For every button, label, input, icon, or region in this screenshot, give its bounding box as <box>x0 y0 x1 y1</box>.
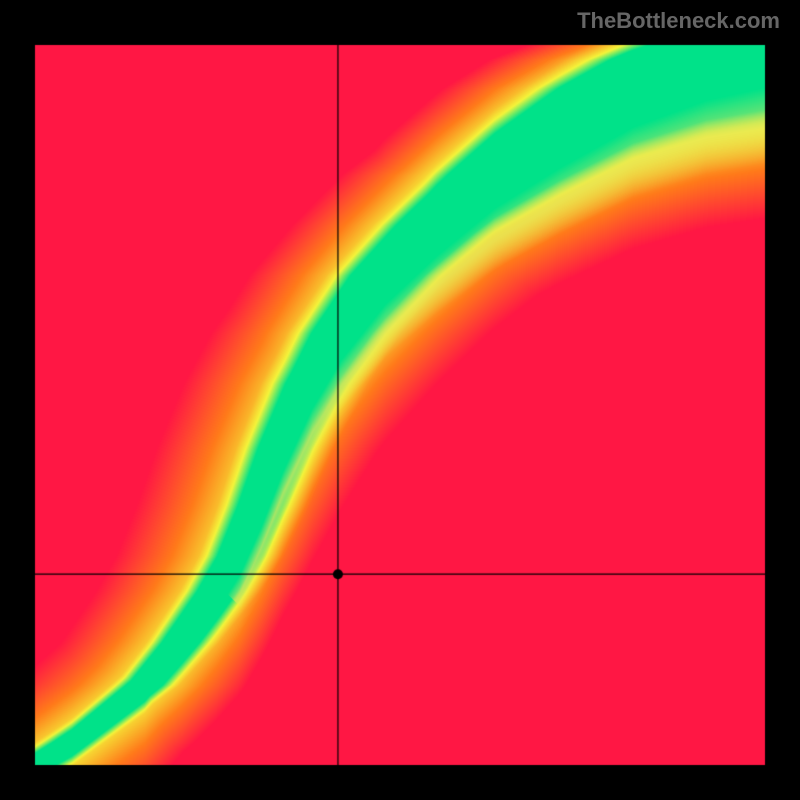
chart-container: TheBottleneck.com <box>0 0 800 800</box>
heatmap-canvas <box>0 0 800 800</box>
watermark-label: TheBottleneck.com <box>577 8 780 34</box>
